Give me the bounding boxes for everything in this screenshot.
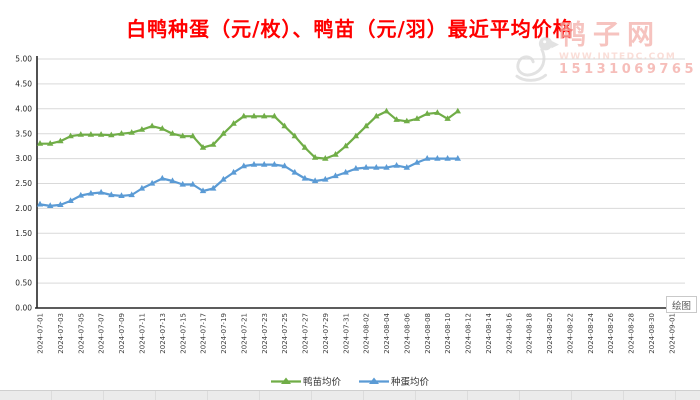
svg-text:2024-08-12: 2024-08-12: [465, 313, 473, 354]
svg-text:2024-08-02: 2024-08-02: [363, 313, 371, 354]
svg-text:2024-07-19: 2024-07-19: [220, 313, 228, 354]
svg-text:2024-07-11: 2024-07-11: [139, 313, 147, 354]
svg-text:2.00: 2.00: [15, 204, 32, 213]
svg-text:2024-08-14: 2024-08-14: [485, 312, 493, 353]
svg-text:2024-08-26: 2024-08-26: [607, 312, 615, 353]
legend-label: 种蛋均价: [391, 377, 430, 388]
svg-text:1.50: 1.50: [15, 229, 32, 238]
svg-text:2024-07-21: 2024-07-21: [240, 313, 248, 354]
svg-text:2024-08-22: 2024-08-22: [567, 313, 575, 354]
svg-text:2024-08-20: 2024-08-20: [546, 313, 554, 354]
svg-text:2024-07-13: 2024-07-13: [159, 313, 167, 354]
svg-text:2.50: 2.50: [15, 179, 32, 188]
svg-text:2024-08-30: 2024-08-30: [648, 313, 656, 354]
duckling-series-swatch-icon: [270, 377, 301, 384]
svg-text:4.50: 4.50: [15, 80, 32, 89]
svg-text:2024-07-05: 2024-07-05: [77, 313, 85, 354]
svg-text:2024-07-17: 2024-07-17: [200, 313, 208, 354]
svg-text:2024-07-03: 2024-07-03: [57, 313, 65, 354]
svg-text:2024-08-24: 2024-08-24: [587, 312, 595, 353]
svg-text:2024-07-25: 2024-07-25: [281, 313, 289, 354]
svg-text:2024-08-16: 2024-08-16: [505, 312, 513, 353]
svg-text:3.50: 3.50: [15, 129, 32, 138]
svg-text:2024-07-01: 2024-07-01: [37, 313, 45, 354]
svg-text:2024-07-15: 2024-07-15: [179, 313, 187, 354]
legend-item-duckling-price[interactable]: 鸭苗均价: [270, 374, 341, 388]
svg-text:2024-08-04: 2024-08-04: [383, 312, 391, 353]
svg-text:2024-07-29: 2024-07-29: [322, 313, 330, 354]
plot-tag-button[interactable]: 绘图: [666, 296, 697, 313]
svg-text:2024-09-01: 2024-09-01: [668, 313, 676, 354]
svg-text:2024-07-31: 2024-07-31: [342, 313, 350, 354]
horizontal-scrollbar[interactable]: [0, 390, 700, 400]
svg-text:2024-08-18: 2024-08-18: [526, 313, 534, 354]
legend-item-egg-price[interactable]: 种蛋均价: [359, 374, 429, 388]
svg-text:4.00: 4.00: [15, 104, 32, 113]
svg-text:1.00: 1.00: [15, 254, 32, 263]
svg-text:2024-07-07: 2024-07-07: [98, 313, 106, 354]
svg-text:2024-07-09: 2024-07-09: [118, 313, 126, 354]
svg-text:2024-08-10: 2024-08-10: [444, 313, 452, 354]
svg-text:5.00: 5.00: [15, 55, 32, 64]
svg-text:2024-07-23: 2024-07-23: [261, 313, 269, 354]
svg-text:2024-08-28: 2024-08-28: [628, 313, 636, 354]
legend-label: 鸭苗均价: [302, 377, 341, 388]
egg-series-swatch-icon: [359, 377, 389, 384]
chart-title: 白鸭种蛋（元/枚）、鸭苗（元/羽）最近平均价格: [126, 17, 574, 41]
chart-legend: 鸭苗均价 种蛋均价: [0, 374, 700, 388]
svg-text:0.50: 0.50: [15, 279, 32, 288]
svg-text:3.00: 3.00: [15, 154, 32, 163]
svg-text:2024-08-06: 2024-08-06: [403, 312, 411, 353]
svg-text:2024-07-27: 2024-07-27: [302, 313, 310, 354]
svg-text:0.00: 0.00: [15, 304, 32, 313]
svg-text:2024-08-08: 2024-08-08: [424, 313, 432, 354]
